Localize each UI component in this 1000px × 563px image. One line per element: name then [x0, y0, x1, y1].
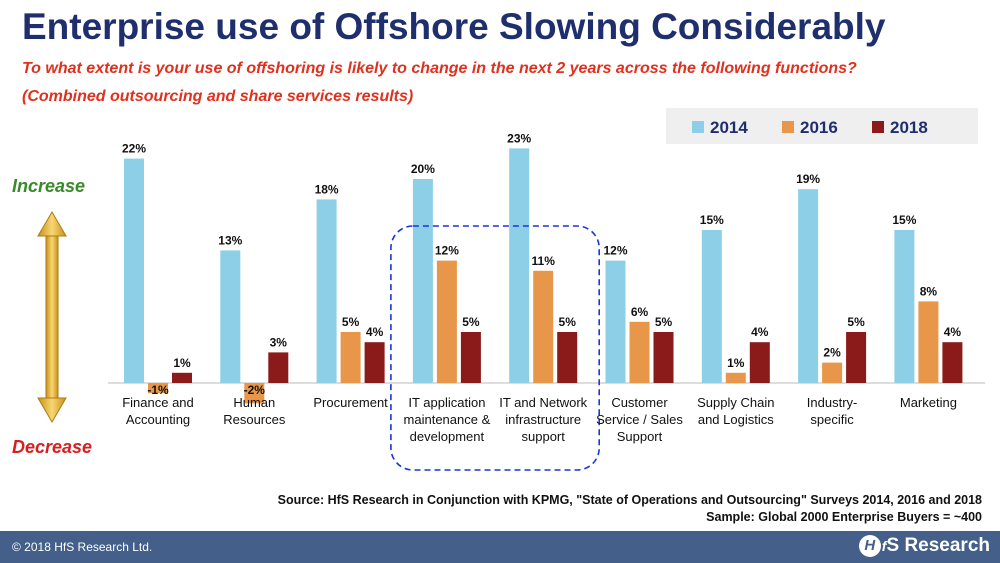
data-label: 4% [366, 325, 384, 339]
data-label: 11% [532, 254, 556, 268]
category-label: IT application maintenance & development [404, 395, 491, 444]
bar [148, 383, 168, 394]
category-label: Customer Service / Sales Support [596, 395, 683, 444]
data-label: 15% [700, 213, 724, 227]
data-label: 12% [603, 244, 627, 258]
data-label: 5% [847, 315, 865, 329]
legend-label: 2014 [710, 118, 748, 137]
legend-label: 2016 [800, 118, 838, 137]
data-label: 4% [751, 325, 769, 339]
bar [749, 342, 770, 383]
data-label: 1% [727, 356, 745, 370]
bar [701, 230, 722, 383]
bar [316, 199, 337, 383]
category-label: Finance and Accounting [122, 395, 194, 427]
bar [894, 230, 915, 383]
bar [725, 372, 746, 383]
sample-note: Sample: Global 2000 Enterprise Buyers = … [706, 510, 982, 524]
copyright-text: © 2018 HfS Research Ltd. [12, 540, 153, 554]
bar [268, 352, 289, 383]
data-label: 8% [920, 284, 938, 298]
bar [509, 148, 530, 383]
bar [412, 179, 433, 383]
data-label: 5% [462, 315, 480, 329]
data-label: 20% [411, 162, 435, 176]
source-note: Source: HfS Research in Conjunction with… [277, 493, 982, 507]
highlight-box [390, 225, 600, 471]
category-label: Marketing [900, 395, 957, 410]
bar [557, 332, 578, 383]
bar [653, 332, 674, 383]
data-label: 5% [342, 315, 360, 329]
logo-wordmark: Research [904, 535, 990, 556]
data-label: 4% [944, 325, 962, 339]
data-label: 23% [507, 131, 531, 145]
double-arrow-icon [37, 211, 67, 423]
bar [244, 383, 265, 404]
decrease-label: Decrease [12, 437, 93, 457]
bar-chart: 2014 2016 2018 22% -1% 1% 13% -2% 3% 18% 5% 4% 20% 1… [37, 108, 985, 471]
data-label: 22% [122, 142, 146, 156]
data-label: 6% [631, 305, 649, 319]
bar [436, 260, 457, 383]
data-label: 2% [823, 346, 841, 360]
category-label: IT and Network infrastructure support [499, 395, 587, 444]
category-label: Procurement [313, 395, 388, 410]
data-label: 19% [796, 172, 820, 186]
bar [942, 342, 963, 383]
legend-swatch [782, 121, 794, 133]
legend-swatch [692, 121, 704, 133]
data-label: 5% [655, 315, 673, 329]
bar [340, 332, 361, 383]
bar [629, 321, 650, 383]
data-label: 3% [270, 335, 288, 349]
data-label: 18% [315, 182, 339, 196]
data-label: -2% [244, 383, 266, 397]
data-label: -1% [147, 383, 169, 397]
data-label: 1% [173, 356, 191, 370]
bar [364, 342, 385, 383]
category-label: Supply Chain and Logistics [697, 395, 774, 427]
legend: 2014 2016 2018 [666, 108, 978, 144]
logo-mark-icon: H [858, 535, 881, 557]
chart-subtitle: To what extent is your use of offshoring… [22, 60, 857, 77]
data-label: 5% [559, 315, 577, 329]
legend-background [666, 108, 978, 144]
bar [798, 189, 819, 383]
bar [846, 332, 867, 383]
data-label: 15% [892, 213, 916, 227]
bar [533, 270, 554, 383]
legend-swatch [872, 121, 884, 133]
data-label: 13% [218, 233, 242, 247]
data-label: 12% [435, 244, 459, 258]
bar [822, 362, 843, 383]
increase-label: Increase [12, 176, 86, 196]
bar [605, 260, 626, 383]
category-label: Industry-specific [807, 395, 858, 427]
chart-subtitle-note: (Combined outsourcing and share services… [22, 88, 414, 105]
bar [460, 332, 481, 383]
bar [124, 158, 144, 383]
bar [172, 372, 192, 383]
bar [918, 301, 939, 383]
category-label: Human Resources [223, 395, 286, 427]
bar [220, 250, 241, 383]
legend-label: 2018 [890, 118, 928, 137]
chart-title: Enterprise use of Offshore Slowing Consi… [22, 6, 886, 47]
